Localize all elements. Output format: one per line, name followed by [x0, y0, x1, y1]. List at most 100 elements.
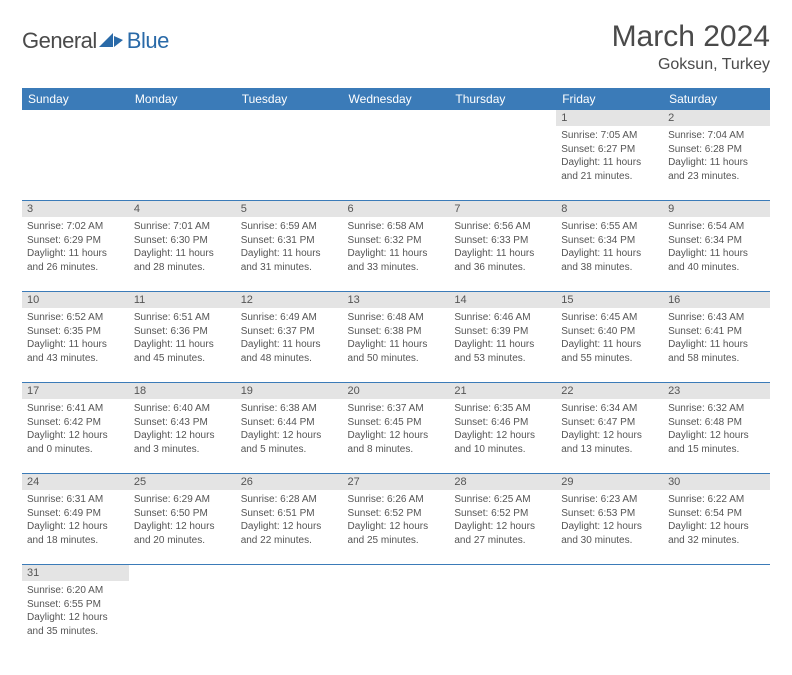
day-number-cell	[449, 565, 556, 582]
daylight-text: Daylight: 11 hours	[454, 338, 551, 352]
day-details: Sunrise: 6:25 AMSunset: 6:52 PMDaylight:…	[449, 490, 556, 551]
daylight-text: Daylight: 12 hours	[27, 429, 124, 443]
location-label: Goksun, Turkey	[612, 56, 770, 74]
week-row: Sunrise: 6:52 AMSunset: 6:35 PMDaylight:…	[22, 308, 770, 383]
sunrise-text: Sunrise: 6:29 AM	[134, 493, 231, 507]
sunset-text: Sunset: 6:34 PM	[561, 234, 658, 248]
daylight-text-2: and 58 minutes.	[668, 352, 765, 366]
sunset-text: Sunset: 6:31 PM	[241, 234, 338, 248]
day-cell: Sunrise: 6:20 AMSunset: 6:55 PMDaylight:…	[22, 581, 129, 655]
sunset-text: Sunset: 6:51 PM	[241, 507, 338, 521]
daylight-text: Daylight: 12 hours	[561, 429, 658, 443]
weekday-header: Wednesday	[343, 88, 450, 110]
sunset-text: Sunset: 6:35 PM	[27, 325, 124, 339]
day-number-cell: 23	[663, 383, 770, 400]
daylight-text: Daylight: 11 hours	[454, 247, 551, 261]
day-details: Sunrise: 6:23 AMSunset: 6:53 PMDaylight:…	[556, 490, 663, 551]
daylight-text: Daylight: 12 hours	[348, 429, 445, 443]
daylight-text-2: and 8 minutes.	[348, 443, 445, 457]
day-cell: Sunrise: 6:56 AMSunset: 6:33 PMDaylight:…	[449, 217, 556, 292]
daylight-text: Daylight: 11 hours	[561, 247, 658, 261]
daylight-text: Daylight: 11 hours	[348, 247, 445, 261]
day-number-cell: 8	[556, 201, 663, 218]
sunset-text: Sunset: 6:32 PM	[348, 234, 445, 248]
sunset-text: Sunset: 6:28 PM	[668, 143, 765, 157]
day-number-cell: 29	[556, 474, 663, 491]
day-details: Sunrise: 6:29 AMSunset: 6:50 PMDaylight:…	[129, 490, 236, 551]
day-details: Sunrise: 6:40 AMSunset: 6:43 PMDaylight:…	[129, 399, 236, 460]
day-cell: Sunrise: 6:48 AMSunset: 6:38 PMDaylight:…	[343, 308, 450, 383]
daylight-text: Daylight: 11 hours	[134, 247, 231, 261]
sunset-text: Sunset: 6:30 PM	[134, 234, 231, 248]
daylight-text-2: and 28 minutes.	[134, 261, 231, 275]
calendar-table: Sunday Monday Tuesday Wednesday Thursday…	[22, 88, 770, 655]
sunset-text: Sunset: 6:44 PM	[241, 416, 338, 430]
sunrise-text: Sunrise: 6:54 AM	[668, 220, 765, 234]
sunrise-text: Sunrise: 6:48 AM	[348, 311, 445, 325]
page: General Blue March 2024 Goksun, Turkey S…	[0, 0, 792, 675]
daynum-row: 31	[22, 565, 770, 582]
day-number-cell: 3	[22, 201, 129, 218]
sunset-text: Sunset: 6:36 PM	[134, 325, 231, 339]
daylight-text-2: and 18 minutes.	[27, 534, 124, 548]
day-details: Sunrise: 6:56 AMSunset: 6:33 PMDaylight:…	[449, 217, 556, 278]
day-number-cell: 4	[129, 201, 236, 218]
day-number-cell: 13	[343, 292, 450, 309]
sunset-text: Sunset: 6:38 PM	[348, 325, 445, 339]
sunset-text: Sunset: 6:34 PM	[668, 234, 765, 248]
day-number-cell	[22, 110, 129, 126]
day-number-cell: 11	[129, 292, 236, 309]
day-cell: Sunrise: 6:25 AMSunset: 6:52 PMDaylight:…	[449, 490, 556, 565]
daylight-text: Daylight: 11 hours	[668, 156, 765, 170]
weekday-header: Sunday	[22, 88, 129, 110]
day-number-cell: 27	[343, 474, 450, 491]
sunrise-text: Sunrise: 6:38 AM	[241, 402, 338, 416]
daylight-text-2: and 33 minutes.	[348, 261, 445, 275]
day-cell: Sunrise: 6:59 AMSunset: 6:31 PMDaylight:…	[236, 217, 343, 292]
day-cell: Sunrise: 6:38 AMSunset: 6:44 PMDaylight:…	[236, 399, 343, 474]
day-cell	[22, 126, 129, 201]
day-number-cell: 7	[449, 201, 556, 218]
sunrise-text: Sunrise: 6:51 AM	[134, 311, 231, 325]
day-cell: Sunrise: 6:29 AMSunset: 6:50 PMDaylight:…	[129, 490, 236, 565]
day-cell: Sunrise: 6:58 AMSunset: 6:32 PMDaylight:…	[343, 217, 450, 292]
day-cell	[236, 126, 343, 201]
sunrise-text: Sunrise: 6:59 AM	[241, 220, 338, 234]
page-title: March 2024	[612, 20, 770, 53]
daylight-text: Daylight: 12 hours	[348, 520, 445, 534]
day-details: Sunrise: 7:02 AMSunset: 6:29 PMDaylight:…	[22, 217, 129, 278]
daylight-text: Daylight: 11 hours	[134, 338, 231, 352]
daylight-text-2: and 38 minutes.	[561, 261, 658, 275]
daylight-text-2: and 35 minutes.	[27, 625, 124, 639]
day-details: Sunrise: 6:46 AMSunset: 6:39 PMDaylight:…	[449, 308, 556, 369]
daylight-text-2: and 23 minutes.	[668, 170, 765, 184]
sunset-text: Sunset: 6:49 PM	[27, 507, 124, 521]
daylight-text-2: and 25 minutes.	[348, 534, 445, 548]
sunrise-text: Sunrise: 6:41 AM	[27, 402, 124, 416]
week-row: Sunrise: 6:41 AMSunset: 6:42 PMDaylight:…	[22, 399, 770, 474]
daylight-text-2: and 53 minutes.	[454, 352, 551, 366]
sunrise-text: Sunrise: 6:26 AM	[348, 493, 445, 507]
day-cell: Sunrise: 6:28 AMSunset: 6:51 PMDaylight:…	[236, 490, 343, 565]
header: General Blue March 2024 Goksun, Turkey	[22, 20, 770, 74]
day-cell: Sunrise: 6:45 AMSunset: 6:40 PMDaylight:…	[556, 308, 663, 383]
day-cell: Sunrise: 6:40 AMSunset: 6:43 PMDaylight:…	[129, 399, 236, 474]
day-details: Sunrise: 6:31 AMSunset: 6:49 PMDaylight:…	[22, 490, 129, 551]
daylight-text-2: and 0 minutes.	[27, 443, 124, 457]
daylight-text-2: and 27 minutes.	[454, 534, 551, 548]
sunset-text: Sunset: 6:42 PM	[27, 416, 124, 430]
daylight-text: Daylight: 11 hours	[241, 247, 338, 261]
day-cell: Sunrise: 6:55 AMSunset: 6:34 PMDaylight:…	[556, 217, 663, 292]
daylight-text: Daylight: 12 hours	[668, 429, 765, 443]
day-number-cell: 5	[236, 201, 343, 218]
sunset-text: Sunset: 6:39 PM	[454, 325, 551, 339]
day-cell: Sunrise: 7:01 AMSunset: 6:30 PMDaylight:…	[129, 217, 236, 292]
daylight-text: Daylight: 11 hours	[561, 338, 658, 352]
day-details: Sunrise: 7:01 AMSunset: 6:30 PMDaylight:…	[129, 217, 236, 278]
sunrise-text: Sunrise: 6:25 AM	[454, 493, 551, 507]
sunset-text: Sunset: 6:52 PM	[454, 507, 551, 521]
sunrise-text: Sunrise: 6:58 AM	[348, 220, 445, 234]
daylight-text-2: and 20 minutes.	[134, 534, 231, 548]
sunrise-text: Sunrise: 6:34 AM	[561, 402, 658, 416]
sunrise-text: Sunrise: 6:37 AM	[348, 402, 445, 416]
